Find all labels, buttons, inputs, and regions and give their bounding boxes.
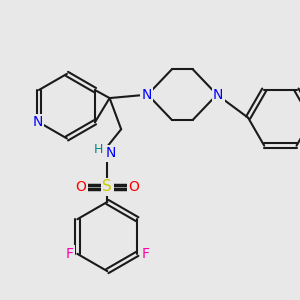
Text: N: N	[213, 88, 223, 102]
Text: N: N	[141, 88, 152, 102]
Text: S: S	[102, 179, 112, 194]
Text: F: F	[65, 247, 73, 261]
Text: N: N	[33, 115, 43, 129]
Text: F: F	[141, 247, 149, 261]
Text: O: O	[128, 180, 139, 194]
Text: H: H	[93, 143, 103, 157]
Text: N: N	[106, 146, 116, 161]
Text: O: O	[75, 180, 86, 194]
